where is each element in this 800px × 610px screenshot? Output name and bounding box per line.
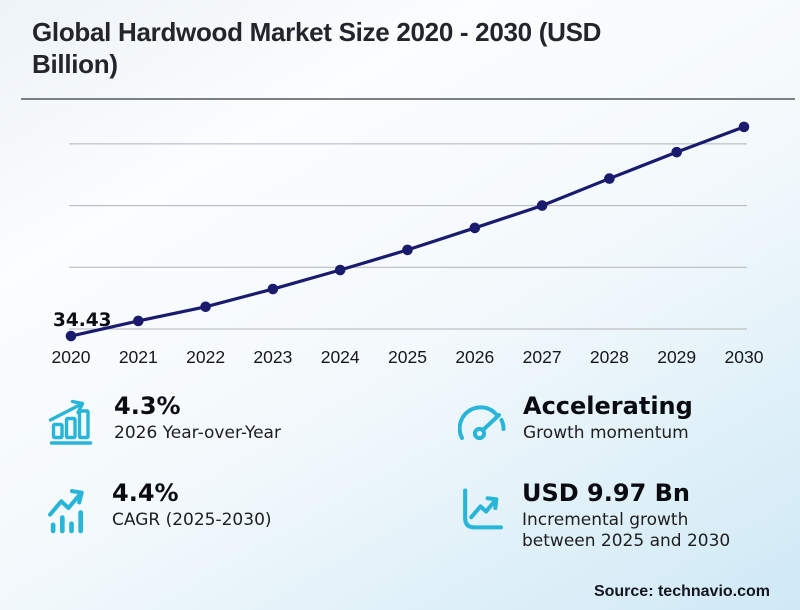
stat-momentum: Accelerating Growth momentum [457, 392, 772, 445]
data-point [133, 315, 144, 327]
data-point [267, 283, 279, 295]
stat-value-incremental: USD 9.97 Bn [522, 479, 690, 507]
first-point-data-label: 34.43 [53, 310, 112, 331]
x-tick-label: 2024 [321, 347, 360, 367]
data-point [604, 173, 615, 184]
stats-grid: 4.3% 2026 Year-over-Year Accelerating Gr… [48, 392, 772, 552]
x-tick-label: 2029 [657, 347, 696, 367]
x-tick-label: 2020 [52, 347, 91, 367]
data-point [536, 200, 548, 211]
x-tick-label: 2030 [725, 347, 764, 367]
page-title-line2: Billion) [32, 49, 118, 79]
boxed-line-chart-icon [458, 486, 505, 534]
stat-incremental-growth: USD 9.97 Bn Incremental growth between 2… [458, 479, 772, 552]
series-line [70, 125, 745, 338]
page-title: Global Hardwood Market Size 2020 - 2030 … [32, 16, 777, 80]
source-attribution: Source: technavio.com [593, 583, 770, 600]
x-tick-label: 2021 [119, 347, 158, 367]
stat-label-yoy: 2026 Year-over-Year [114, 423, 281, 443]
stat-value-yoy: 4.3% [114, 392, 181, 420]
stat-label-momentum: Growth momentum [523, 423, 689, 443]
data-point [469, 222, 481, 234]
data-point [738, 121, 750, 133]
x-tick-label: 2025 [388, 347, 427, 367]
stat-label-incremental: Incremental growth between 2025 and 2030 [522, 510, 731, 551]
x-tick-label: 2023 [253, 347, 292, 367]
market-size-line-chart: 2020 2021 2022 2023 2024 2025 2026 2027 2028 2029… [52, 121, 764, 367]
page-title-line1: Global Hardwood Market Size 2020 - 2030 … [32, 17, 602, 47]
stat-value-cagr: 4.4% [112, 479, 179, 507]
stat-label-cagr: CAGR (2025-2030) [112, 510, 272, 530]
data-point [334, 264, 346, 276]
data-point [200, 301, 211, 313]
x-tick-label: 2027 [523, 347, 562, 367]
data-point [671, 146, 682, 158]
stat-value-momentum: Accelerating [523, 392, 693, 420]
speedometer-icon [457, 404, 506, 441]
data-point [402, 244, 413, 256]
trend-arrow-bars-icon [48, 486, 95, 534]
stat-yoy-growth: 4.3% 2026 Year-over-Year [48, 392, 458, 445]
x-tick-label: 2026 [455, 347, 494, 367]
x-tick-label: 2022 [186, 347, 225, 367]
bar-chart-rising-icon [48, 399, 97, 445]
x-tick-label: 2028 [590, 347, 629, 367]
data-point [65, 330, 77, 342]
title-divider [21, 98, 795, 100]
stat-cagr: 4.4% CAGR (2025-2030) [48, 479, 458, 552]
